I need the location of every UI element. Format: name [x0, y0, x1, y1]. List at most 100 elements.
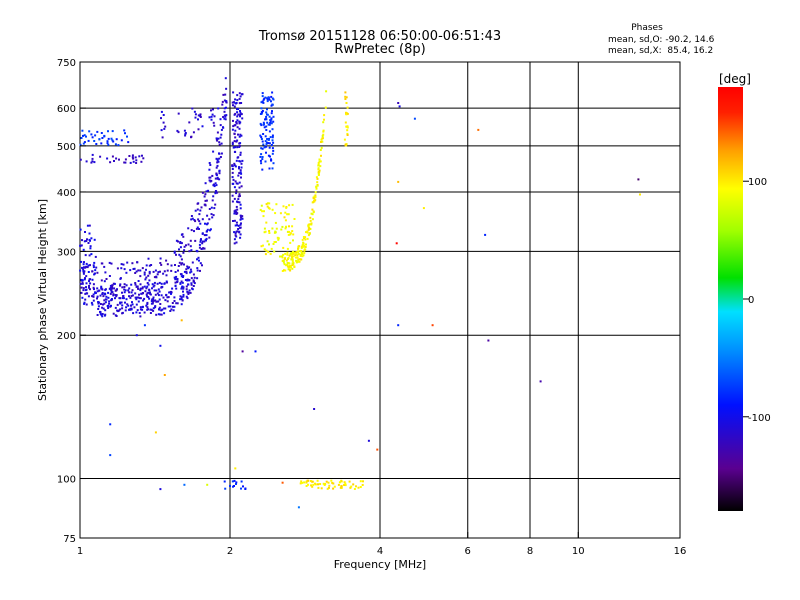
echo-point [204, 204, 207, 207]
echo-point [240, 166, 243, 169]
echo-point [262, 121, 265, 124]
echo-point [97, 308, 100, 310]
echo-point [127, 141, 130, 144]
echo-point [204, 182, 207, 185]
echo-point [182, 235, 185, 238]
echo-point [199, 113, 202, 116]
echo-point [110, 299, 113, 302]
echo-point [234, 112, 237, 115]
echo-point [319, 165, 322, 168]
echo-point [322, 133, 325, 136]
echo-point [236, 115, 239, 118]
echo-point [234, 232, 237, 235]
echo-point [344, 143, 347, 146]
echo-point [316, 184, 319, 187]
echo-point [146, 285, 149, 288]
echo-point [338, 481, 341, 484]
echo-point [128, 155, 131, 157]
echo-point [239, 113, 242, 116]
echo-point [313, 200, 316, 203]
echo-point [111, 139, 114, 142]
echo-point [196, 202, 199, 205]
echo-point [231, 168, 234, 170]
echo-point [97, 301, 100, 303]
echo-point [139, 289, 142, 292]
echo-point [144, 290, 147, 293]
echo-point [217, 137, 220, 140]
echo-point [158, 298, 161, 301]
echo-point [131, 156, 134, 159]
echo-point [313, 408, 316, 410]
echo-point [183, 270, 186, 273]
echo-point [162, 121, 165, 124]
echo-point [167, 296, 170, 299]
echo-point [265, 143, 268, 146]
echo-point [124, 289, 127, 292]
echo-point [316, 181, 319, 184]
echo-point [163, 270, 166, 273]
echo-point [422, 207, 425, 210]
echo-point [116, 309, 119, 312]
echo-point [152, 270, 155, 273]
echo-point [106, 157, 109, 160]
echo-point [85, 286, 87, 289]
echo-point [231, 128, 234, 131]
echo-point [266, 121, 269, 124]
echo-point [273, 250, 276, 253]
echo-point [309, 216, 312, 219]
echo-point [137, 269, 140, 272]
echo-point [303, 252, 306, 255]
echo-point [297, 260, 300, 263]
x-tick-label: 4 [377, 546, 383, 557]
echo-point [232, 125, 235, 128]
echo-point [216, 131, 219, 134]
echo-point [262, 98, 265, 101]
echo-point [151, 287, 153, 290]
echo-point [140, 292, 143, 295]
echo-point [208, 179, 211, 182]
echo-point [236, 224, 239, 227]
echo-point [159, 313, 162, 316]
echo-point [174, 284, 177, 287]
echo-point [80, 291, 83, 294]
echo-point [260, 153, 263, 156]
echo-point [291, 258, 294, 261]
echo-point [285, 225, 288, 228]
echo-point [216, 191, 219, 194]
echo-point [352, 483, 355, 486]
echo-point [158, 281, 161, 284]
echo-point [215, 190, 218, 193]
echo-point [155, 275, 158, 278]
echo-point [85, 303, 88, 306]
echo-point [179, 282, 182, 285]
echo-point [239, 226, 242, 229]
echo-point [303, 481, 306, 484]
echo-point [303, 248, 306, 251]
echo-point [288, 204, 291, 207]
echo-point [82, 270, 85, 273]
x-axis-label: Frequency [MHz] [334, 558, 426, 571]
echo-point [92, 286, 95, 289]
echo-point [184, 134, 187, 137]
echo-point [328, 484, 331, 487]
echo-point [233, 210, 236, 213]
echo-point [90, 237, 93, 240]
echo-point [233, 219, 236, 222]
echo-point [311, 218, 314, 221]
echo-point [215, 184, 218, 187]
echo-point [315, 187, 318, 190]
echo-point [301, 481, 304, 484]
echo-point [268, 167, 271, 170]
echo-point [159, 488, 162, 491]
echo-point [238, 127, 241, 130]
echo-point [134, 283, 137, 286]
echo-point [175, 239, 178, 242]
echo-point [195, 249, 198, 252]
echo-point [187, 293, 190, 295]
echo-point [134, 292, 137, 295]
echo-point [286, 265, 289, 268]
echo-point [185, 244, 187, 247]
echo-point [300, 245, 303, 248]
echo-point [101, 315, 104, 318]
echo-point [147, 257, 150, 260]
